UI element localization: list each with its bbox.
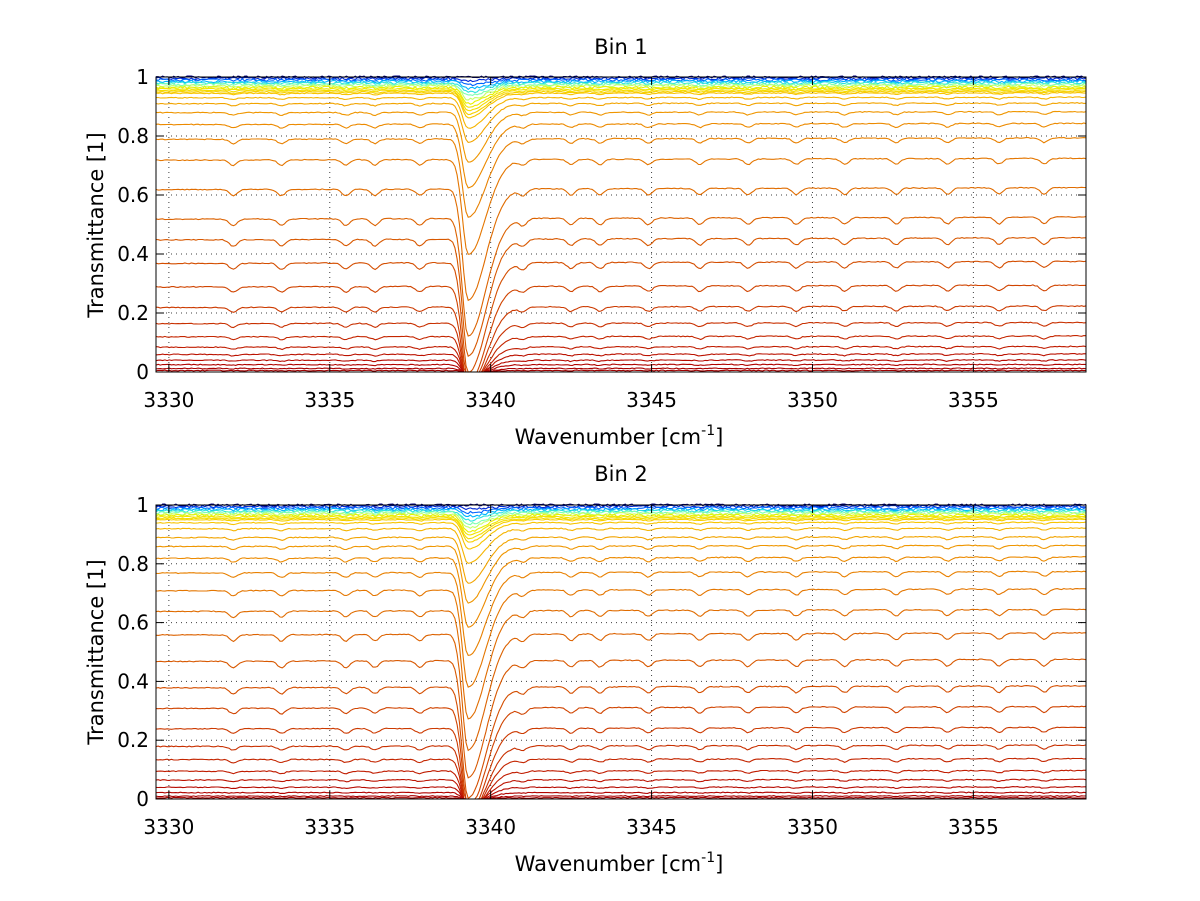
series-line-15 bbox=[155, 556, 1087, 628]
x-axis-label-main: Wavenumber [cm bbox=[515, 425, 701, 449]
series-line-27 bbox=[155, 352, 1087, 373]
series-line-16 bbox=[155, 570, 1087, 657]
x-tick-label-4: 3350 bbox=[787, 388, 838, 412]
series-line-23 bbox=[155, 726, 1087, 800]
x-axis-label-superscript: -1 bbox=[701, 423, 715, 439]
axes bbox=[155, 76, 1087, 373]
y-tick-label-2: 0.4 bbox=[117, 669, 149, 693]
subplot-bin-2: Bin 2 3330 3335 3340 3345 3350 3355 0 0.2 0.4 0.6… bbox=[84, 462, 1087, 876]
series-line-31 bbox=[155, 796, 1087, 800]
y-tick-label-5: 1 bbox=[136, 65, 149, 89]
y-tick-label-4: 0.8 bbox=[117, 552, 149, 576]
x-axis-label-tail: ] bbox=[715, 425, 723, 449]
series-line-6 bbox=[155, 83, 1087, 101]
series-line-29 bbox=[155, 791, 1087, 800]
series-line-16 bbox=[155, 136, 1087, 218]
axes-box bbox=[155, 504, 1087, 800]
series-line-13 bbox=[155, 535, 1087, 584]
x-tick-label-2: 3340 bbox=[465, 388, 516, 412]
series-line-11 bbox=[155, 91, 1086, 119]
tick-labels: 3330 3335 3340 3345 3350 3355 0 0.2 0.4 0.6 0.8 1 bbox=[117, 493, 999, 839]
series-line-26 bbox=[155, 769, 1087, 800]
series-line-12 bbox=[155, 96, 1087, 129]
series-line-10 bbox=[155, 90, 1087, 116]
y-tick-label-5: 1 bbox=[136, 493, 149, 517]
x-tick-label-0: 3330 bbox=[143, 388, 194, 412]
y-tick-label-3: 0.6 bbox=[117, 183, 149, 207]
series-line-13 bbox=[155, 102, 1087, 144]
series-line-28 bbox=[155, 359, 1087, 373]
axes-box bbox=[155, 76, 1087, 373]
series-line-29 bbox=[155, 363, 1086, 373]
x-tick-label-1: 3335 bbox=[304, 388, 355, 412]
tick-labels: 3330 3335 3340 3345 3350 3355 0 0.2 0.4 0.6 0.8 1 bbox=[117, 65, 999, 412]
series-line-27 bbox=[155, 778, 1087, 800]
y-tick-label-0: 0 bbox=[136, 787, 149, 811]
x-axis-label-superscript: -1 bbox=[701, 850, 715, 866]
series-line-17 bbox=[155, 588, 1087, 688]
grid bbox=[156, 76, 1086, 373]
subplot-bin-1: Bin 1 3330 3335 3340 3345 3350 3355 0 0.2 0.4 0.6… bbox=[84, 35, 1087, 449]
series-line-8 bbox=[156, 515, 1087, 536]
y-axis-label: Transmittance [1] bbox=[84, 132, 108, 318]
series-line-25 bbox=[155, 335, 1087, 373]
series-line-22 bbox=[155, 284, 1087, 373]
series-line-11 bbox=[155, 521, 1087, 550]
x-axis-label: Wavenumber [cm-1] bbox=[515, 423, 724, 449]
chart-title: Bin 2 bbox=[594, 462, 648, 486]
y-tick-label-4: 0.8 bbox=[117, 124, 149, 148]
x-tick-label-1: 3335 bbox=[304, 815, 355, 839]
x-tick-label-2: 3340 bbox=[465, 815, 516, 839]
series-line-21 bbox=[155, 260, 1087, 373]
series-group bbox=[155, 503, 1087, 800]
y-tick-label-2: 0.4 bbox=[117, 242, 149, 266]
series-line-21 bbox=[155, 685, 1086, 800]
y-tick-label-1: 0.2 bbox=[117, 728, 149, 752]
y-axis-label: Transmittance [1] bbox=[84, 559, 108, 745]
y-tick-label-3: 0.6 bbox=[117, 611, 149, 635]
series-line-14 bbox=[155, 544, 1087, 604]
series-line-9 bbox=[155, 89, 1087, 112]
chart-title: Bin 1 bbox=[594, 35, 648, 59]
y-tick-label-0: 0 bbox=[136, 360, 149, 384]
series-line-31 bbox=[155, 369, 1087, 373]
series-line-9 bbox=[155, 517, 1087, 540]
series-line-7 bbox=[155, 85, 1087, 105]
x-axis-label: Wavenumber [cm-1] bbox=[515, 850, 724, 876]
series-line-17 bbox=[155, 157, 1087, 255]
series-line-15 bbox=[155, 122, 1087, 189]
series-line-10 bbox=[155, 518, 1087, 543]
x-tick-label-4: 3350 bbox=[787, 815, 838, 839]
x-tick-label-3: 3345 bbox=[626, 815, 677, 839]
series-line-24 bbox=[155, 744, 1087, 800]
x-axis-label-main: Wavenumber [cm bbox=[515, 852, 701, 876]
series-line-7 bbox=[155, 513, 1087, 533]
series-line-20 bbox=[155, 236, 1086, 358]
series-line-19 bbox=[155, 631, 1086, 752]
series-line-18 bbox=[155, 186, 1087, 302]
series-group bbox=[155, 75, 1087, 373]
series-line-18 bbox=[155, 608, 1087, 720]
series-line-28 bbox=[155, 786, 1086, 800]
series-line-20 bbox=[155, 658, 1087, 779]
series-line-12 bbox=[155, 527, 1087, 564]
series-line-30 bbox=[155, 367, 1087, 373]
x-axis-label-tail: ] bbox=[715, 852, 723, 876]
x-tick-label-5: 3355 bbox=[948, 388, 999, 412]
series-line-22 bbox=[155, 705, 1087, 800]
series-line-8 bbox=[155, 87, 1087, 108]
series-line-14 bbox=[155, 110, 1087, 163]
series-line-19 bbox=[155, 216, 1087, 337]
x-tick-label-0: 3330 bbox=[143, 815, 194, 839]
series-line-30 bbox=[155, 795, 1087, 800]
series-line-24 bbox=[155, 321, 1087, 373]
x-tick-label-3: 3345 bbox=[626, 388, 677, 412]
x-tick-label-5: 3355 bbox=[948, 815, 999, 839]
series-line-23 bbox=[155, 305, 1087, 373]
axes bbox=[155, 504, 1087, 800]
y-tick-label-1: 0.2 bbox=[117, 301, 149, 325]
series-line-26 bbox=[155, 345, 1087, 373]
series-line-25 bbox=[155, 757, 1087, 800]
